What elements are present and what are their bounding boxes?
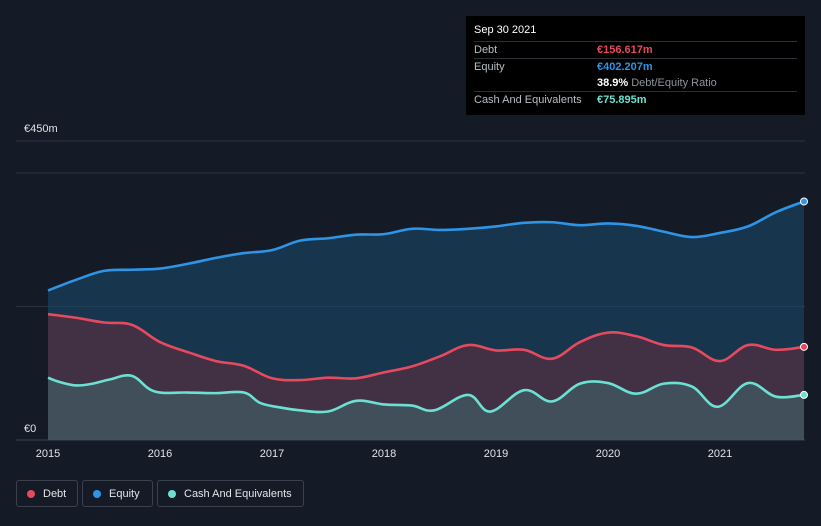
tooltip-ratio-label: Debt/Equity Ratio xyxy=(631,77,717,89)
tooltip-ratio-row: 38.9% Debt/Equity Ratio xyxy=(474,75,797,91)
tooltip-ratio-value: 38.9% xyxy=(597,77,629,89)
y-axis-labels: €450m €0 xyxy=(24,123,58,435)
tooltip-cash-value: €75.895m xyxy=(597,94,647,106)
equity-end-point xyxy=(800,197,808,206)
tooltip-date: Sep 30 2021 xyxy=(474,24,537,36)
tooltip-debt-row: Debt €156.617m xyxy=(474,41,797,58)
x-tick-label: 2019 xyxy=(484,448,508,460)
legend-cash-label: Cash And Equivalents xyxy=(184,487,292,500)
chart-areas xyxy=(48,201,804,440)
debt-dot-icon xyxy=(27,489,35,498)
debt-line xyxy=(47,312,805,382)
legend-equity-label: Equity xyxy=(109,487,140,500)
x-tick-label: 2018 xyxy=(372,448,396,460)
x-tick-label: 2016 xyxy=(148,448,172,460)
tooltip-cash-label: Cash And Equivalents xyxy=(474,94,582,106)
legend-item-cash[interactable]: Cash And Equivalents xyxy=(157,480,304,507)
chart-end-markers xyxy=(800,197,808,399)
legend-item-equity[interactable]: Equity xyxy=(82,480,153,507)
tooltip-debt-value: €156.617m xyxy=(597,44,653,56)
equity-dot-icon xyxy=(93,489,101,498)
cash-and-equivalents-end-point xyxy=(800,390,808,399)
debt-end-point xyxy=(800,342,808,351)
tooltip-equity-row: Equity €402.207m xyxy=(474,58,797,75)
y-tick-label-zero: €0 xyxy=(24,423,36,435)
cash-and-equivalents-line xyxy=(47,374,805,414)
tooltip-debt-label: Debt xyxy=(474,44,498,56)
tooltip-equity-label: Equity xyxy=(474,61,505,73)
y-tick-label-max: €450m xyxy=(24,123,58,135)
x-axis-labels: 2015 2016 2017 2018 2019 2020 2021 xyxy=(36,448,732,460)
x-tick-label: 2021 xyxy=(708,448,732,460)
chart-lines xyxy=(47,200,805,414)
x-tick-label: 2020 xyxy=(596,448,620,460)
cash-dot-icon xyxy=(168,489,176,498)
tooltip-equity-value: €402.207m xyxy=(597,61,653,73)
legend-debt-label: Debt xyxy=(43,487,67,500)
tooltip-cash-row: Cash And Equivalents €75.895m xyxy=(474,91,797,108)
x-tick-label: 2015 xyxy=(36,448,60,460)
legend-item-debt[interactable]: Debt xyxy=(16,480,78,507)
x-tick-label: 2017 xyxy=(260,448,284,460)
cash-and-equivalents-area xyxy=(48,375,804,440)
tooltip-panel: Sep 30 2021 Debt €156.617m Equity €402.2… xyxy=(466,16,805,115)
equity-line xyxy=(47,200,805,292)
